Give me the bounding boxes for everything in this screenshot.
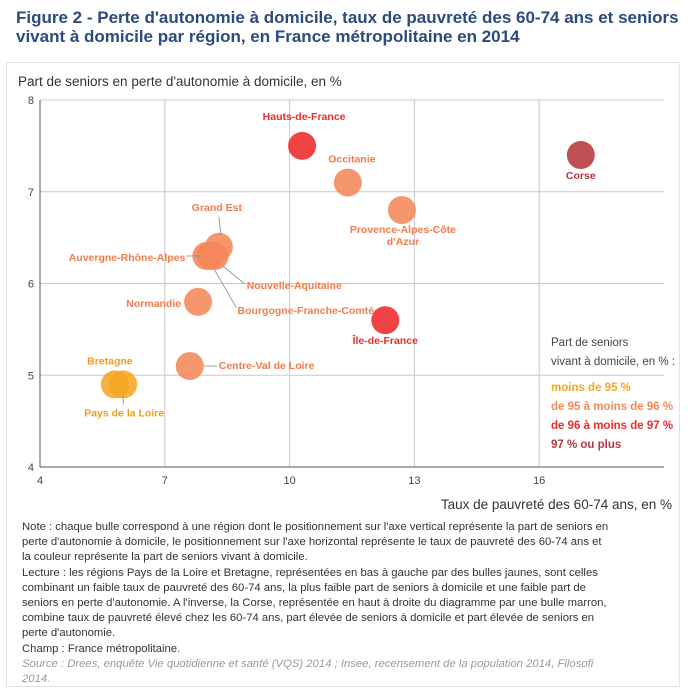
- y-tick-label: 8: [28, 95, 34, 107]
- legend: Part de seniors vivant à domicile, en % …: [551, 334, 681, 455]
- bubble--le-de-france: [371, 306, 400, 335]
- x-tick-label: 7: [162, 475, 168, 487]
- point-label: Pays de la Loire: [84, 407, 164, 419]
- bubble-occitanie: [333, 168, 362, 197]
- point-label: Occitanie: [328, 154, 375, 166]
- y-tick-label: 5: [28, 370, 34, 382]
- legend-item-ge97: 97 % ou plus: [551, 439, 622, 451]
- point-label: Auvergne-Rhône-Alpes: [69, 252, 186, 264]
- x-tick-label: 10: [283, 475, 295, 487]
- point-label: Grand Est: [192, 202, 243, 214]
- legend-item-96-97: de 96 à moins de 97 %: [551, 420, 674, 432]
- point-label: Bourgogne-Franche-Comté: [238, 305, 375, 317]
- point-label: Corse: [566, 170, 596, 182]
- legend-title-line2: vivant à domicile, en % :: [551, 356, 676, 368]
- x-tick-label: 13: [408, 475, 420, 487]
- y-axis-label: Part de seniors en perte d'autonomie à d…: [18, 74, 342, 89]
- bubble-provence-alpes-c-te: [387, 196, 416, 225]
- bubble-bourgogne-franche-comt-: [196, 241, 225, 270]
- label-leader-line: [222, 265, 245, 285]
- legend-title-line1: Part de seniors: [551, 337, 629, 349]
- x-tick-label: 4: [37, 475, 43, 487]
- chart-frame: [6, 62, 680, 687]
- legend-item-95-96: de 95 à moins de 96 %: [551, 401, 674, 413]
- point-label-line2: d'Azur: [387, 236, 419, 248]
- y-tick-label: 4: [28, 462, 34, 474]
- bubble-pays-de-la-loire: [109, 370, 138, 399]
- bubble-hauts-de-france: [288, 131, 317, 160]
- legend-item-lt95: moins de 95 %: [551, 382, 631, 394]
- bubble-corse: [566, 141, 595, 170]
- champ-text: Champ : France métropolitaine.: [22, 642, 181, 655]
- point-label: Centre-Val de Loire: [219, 360, 315, 372]
- x-axis-label: Taux de pauvreté des 60-74 ans, en %: [440, 497, 672, 512]
- bubble-normandie: [184, 287, 213, 316]
- x-tick-label: 16: [533, 475, 545, 487]
- point-label: Île-de-France: [352, 334, 419, 347]
- source-text: Source : Drees, enquête Vie quotidienne …: [22, 657, 594, 686]
- point-label: Normandie: [126, 298, 181, 310]
- label-leader-line: [218, 216, 222, 235]
- label-leader-line: [214, 269, 237, 309]
- point-label: Bretagne: [87, 355, 133, 367]
- y-tick-label: 7: [28, 187, 34, 199]
- figure-title: Figure 2 - Perte d'autonomie à domicile,…: [16, 8, 679, 46]
- note-text: Note : chaque bulle correspond à une rég…: [22, 521, 609, 564]
- lecture-text: Lecture : les régions Pays de la Loire e…: [22, 566, 607, 640]
- point-label: Hauts-de-France: [263, 111, 346, 123]
- point-label: Provence-Alpes-Côte: [350, 224, 456, 236]
- point-label: Nouvelle-Aquitaine: [247, 280, 342, 292]
- y-tick-label: 6: [28, 279, 34, 291]
- bubble-centre-val-de-loire: [175, 352, 204, 381]
- figure-notes: Note : chaque bulle correspond à une rég…: [22, 520, 610, 687]
